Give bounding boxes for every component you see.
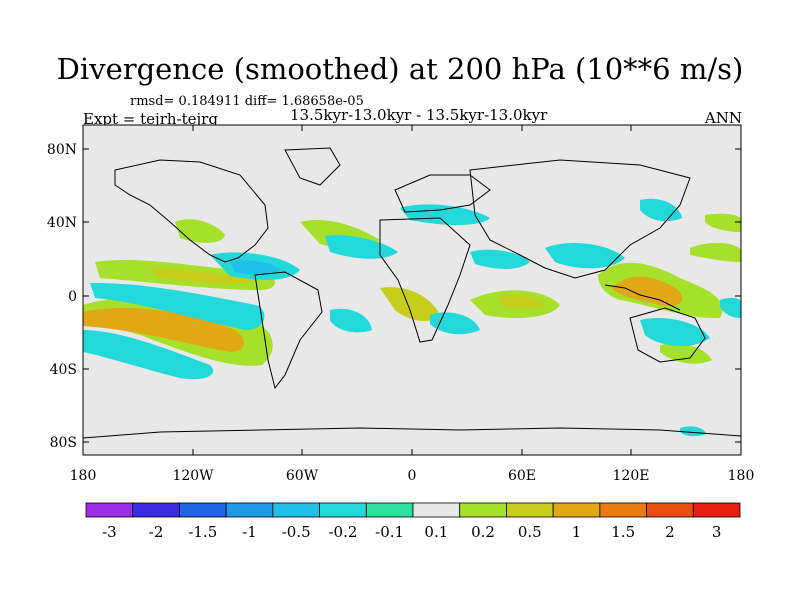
y-tick-label-80s: 80S <box>50 435 77 451</box>
colorbar-label: 0.1 <box>424 523 448 541</box>
x-tick-label-60w: 60W <box>286 468 319 484</box>
colorbar-label: -0.5 <box>282 523 311 541</box>
coast-africa <box>379 217 471 343</box>
positive-region-north-america <box>175 219 225 243</box>
chart-title: Divergence (smoothed) at 200 hPa (10**6 … <box>56 52 744 86</box>
colorbar-swatch <box>365 502 414 518</box>
x-tick-label-120w: 120W <box>172 468 214 484</box>
colorbar-swatch <box>646 502 694 518</box>
coast-maritime-islands <box>604 284 681 311</box>
x-tick-marks <box>82 125 742 455</box>
colorbar-label: -1.5 <box>188 523 217 541</box>
coast-north-america <box>114 159 269 263</box>
negative-region-south-atlantic <box>330 308 372 333</box>
colorbar-swatch <box>272 502 320 518</box>
colorbar-swatch <box>692 502 741 518</box>
colorbar-swatch <box>412 502 461 518</box>
y-tick-label-80n: 80N <box>47 142 77 158</box>
positive-core-eastern-pacific <box>83 308 245 352</box>
colorbar-swatch <box>552 502 601 518</box>
negative-core-caribbean <box>230 260 282 275</box>
coast-europe <box>394 174 491 213</box>
positive-core-pacific-north <box>150 268 255 284</box>
colorbar-label: -0.2 <box>328 523 357 541</box>
positive-region-africa <box>380 287 440 322</box>
x-tick-label-180e: 180 <box>728 468 755 484</box>
colorbar-swatch <box>506 502 554 518</box>
colorbar-swatch <box>179 502 227 518</box>
coast-asia <box>469 159 691 279</box>
coast-antarctica <box>82 427 742 439</box>
coastlines <box>82 147 742 439</box>
colorbar-swatch <box>599 502 647 518</box>
positive-region-west-pacific <box>690 242 741 262</box>
negative-region-southern-ocean <box>680 426 706 437</box>
colorbar-label: -2 <box>149 523 164 541</box>
colorbar-swatch <box>319 502 367 518</box>
y-tick-label-40n: 40N <box>47 215 77 231</box>
x-tick-label-120e: 120E <box>613 468 650 484</box>
positive-region-south-pacific <box>660 343 712 364</box>
colorbar-swatch <box>85 502 134 518</box>
colorbar-label: 1.5 <box>611 523 635 541</box>
negative-region-north-africa <box>470 249 530 269</box>
colorbar-label: 1 <box>572 523 582 541</box>
colorbar: -3 -2 -1.5 -1 -0.5 -0.2 -0.1 0.1 0.2 0.5 1 1.5 2 3 <box>85 502 741 541</box>
negative-region-australia <box>640 318 710 346</box>
colorbar-label: 0.2 <box>471 523 495 541</box>
colorbar-label: -3 <box>102 523 117 541</box>
positive-region-north-pacific-east <box>705 213 741 232</box>
season-label: ANN <box>704 109 742 127</box>
positive-core-maritime-continent <box>612 276 683 307</box>
negative-region-europe <box>400 204 490 225</box>
negative-region-south-pacific-west <box>83 330 214 380</box>
colorbar-swatch <box>459 502 507 518</box>
negative-region-pacific-east-tropics <box>720 297 741 318</box>
colorbar-label: -0.1 <box>375 523 404 541</box>
coast-greenland <box>284 147 341 186</box>
positive-core-india <box>500 294 545 309</box>
colorbar-label: 2 <box>665 523 675 541</box>
colorbar-label: 3 <box>712 523 722 541</box>
negative-region-east-asia <box>640 198 682 222</box>
y-tick-label-40s: 40S <box>50 362 77 378</box>
period-subtitle: 13.5kyr-13.0kyr - 13.5kyr-13.0kyr <box>290 106 548 124</box>
colorbar-swatch <box>132 502 180 518</box>
negative-band-pacific <box>90 282 265 330</box>
coast-south-america <box>254 271 323 390</box>
x-tick-label-60e: 60E <box>508 468 536 484</box>
experiment-label: Expt = tejrh-tejrg <box>83 110 218 128</box>
colorbar-label: -1 <box>242 523 257 541</box>
stats-text: rmsd= 0.184911 diff= 1.68658e-05 <box>130 94 364 109</box>
x-tick-label-180w: 180 <box>70 468 97 484</box>
colorbar-swatch <box>225 502 274 518</box>
colorbar-label: 0.5 <box>518 523 542 541</box>
y-tick-marks <box>83 148 741 443</box>
coast-australia <box>629 307 706 363</box>
negative-region-asia <box>545 243 625 269</box>
y-tick-label-eq: 0 <box>68 289 77 305</box>
x-tick-label-0: 0 <box>408 468 417 484</box>
